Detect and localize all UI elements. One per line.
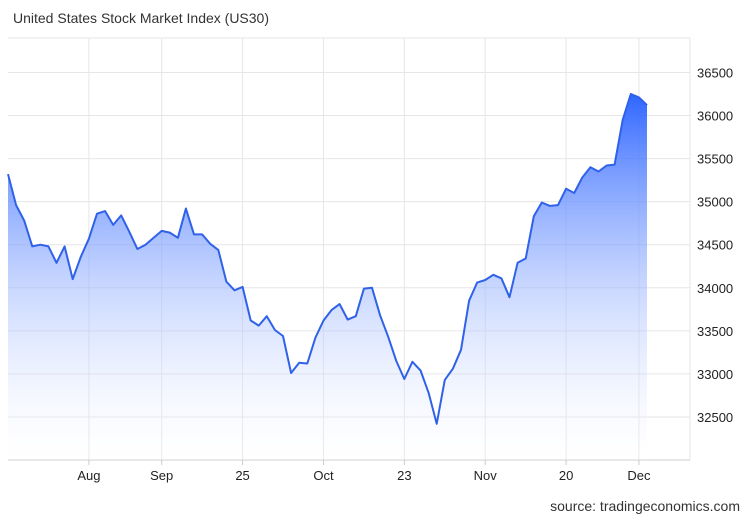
y-axis: 32500 33000 33500 34000 34500 35000 35500 36000… <box>697 65 733 424</box>
x-axis: Aug Sep 25 Oct 23 Nov 20 Dec <box>77 460 651 483</box>
chart-title: United States Stock Market Index (US30) <box>13 10 269 26</box>
source-label: source: tradingeconomics.com <box>550 498 740 514</box>
x-tick-label: 23 <box>397 468 411 483</box>
y-tick-label: 34500 <box>697 238 733 253</box>
x-tick-label: Oct <box>313 468 334 483</box>
series-line <box>7 93 648 425</box>
y-tick-label: 33500 <box>697 324 733 339</box>
x-tick-label: Nov <box>474 468 498 483</box>
y-tick-label: 33000 <box>697 367 733 382</box>
x-tick-label: Aug <box>77 468 100 483</box>
series-area <box>8 94 647 460</box>
x-tick-label: 20 <box>559 468 573 483</box>
x-tick-label: Sep <box>150 468 173 483</box>
y-tick-label: 35500 <box>697 152 733 167</box>
x-tick-label: 25 <box>235 468 249 483</box>
y-tick-label: 36500 <box>697 65 733 80</box>
x-tick-label: Dec <box>627 468 651 483</box>
y-tick-label: 34000 <box>697 281 733 296</box>
y-tick-label: 35000 <box>697 195 733 210</box>
y-tick-label: 32500 <box>697 410 733 425</box>
y-tick-label: 36000 <box>697 109 733 124</box>
